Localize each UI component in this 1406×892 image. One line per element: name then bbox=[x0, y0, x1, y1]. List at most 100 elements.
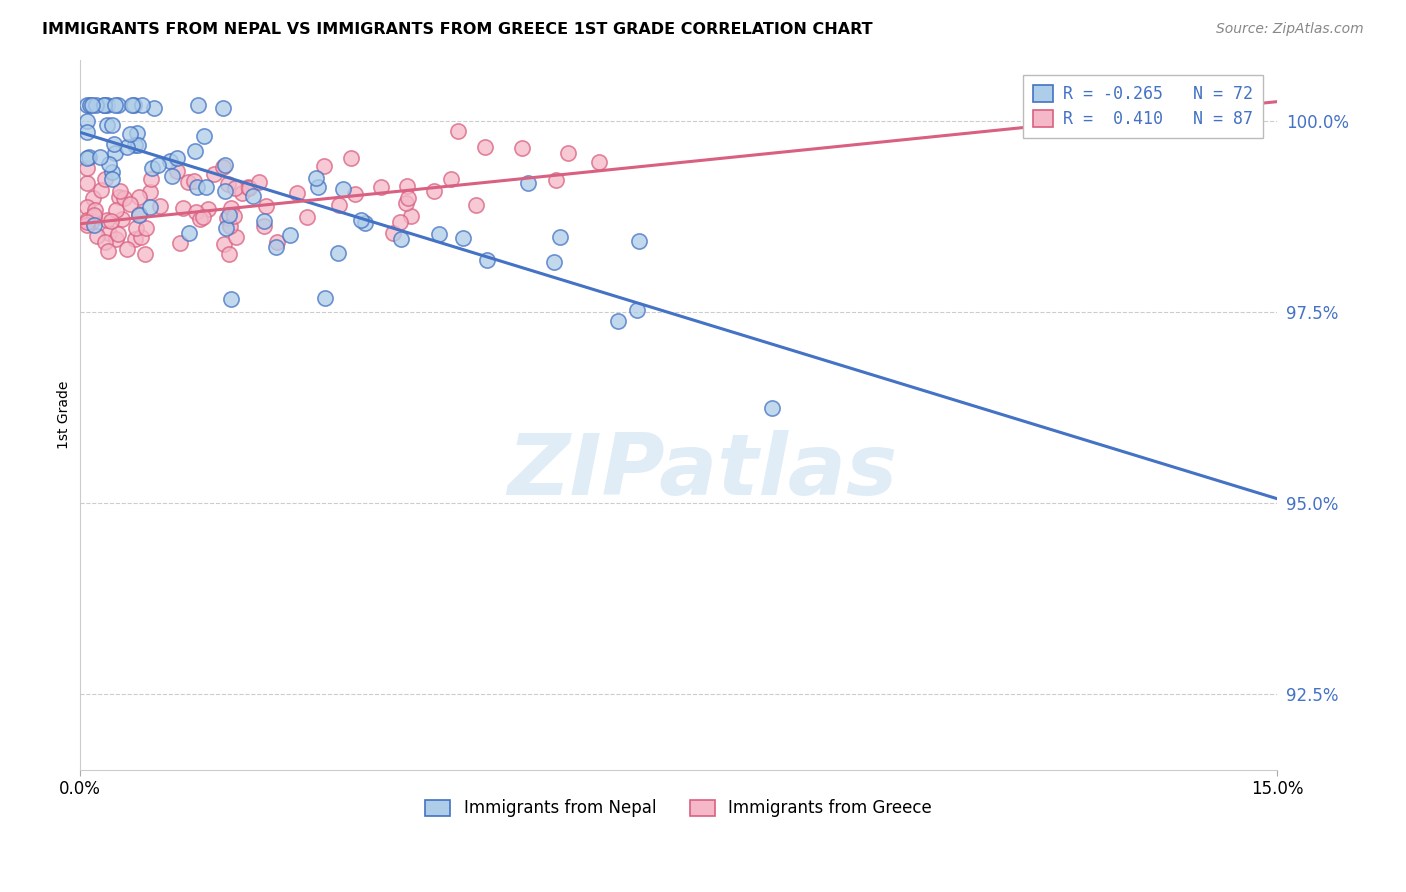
Point bbox=[98, 157, 121, 171]
Point bbox=[217, 211, 239, 226]
Point bbox=[93, 172, 115, 186]
Point bbox=[143, 101, 166, 115]
Point bbox=[107, 98, 129, 112]
Point bbox=[100, 119, 122, 133]
Point bbox=[127, 126, 149, 140]
Point bbox=[422, 184, 444, 198]
Point bbox=[146, 158, 169, 172]
Point bbox=[307, 179, 329, 194]
Point bbox=[124, 232, 146, 246]
Text: ZIPatlas: ZIPatlas bbox=[508, 430, 897, 513]
Point bbox=[76, 215, 98, 229]
Point bbox=[104, 146, 127, 161]
Point bbox=[218, 247, 240, 261]
Point bbox=[177, 226, 200, 240]
Point bbox=[100, 214, 122, 228]
Point bbox=[440, 172, 463, 186]
Point bbox=[166, 151, 188, 165]
Point bbox=[76, 219, 98, 233]
Point bbox=[184, 144, 207, 158]
Point bbox=[105, 231, 128, 245]
Point bbox=[76, 98, 98, 112]
Point bbox=[169, 235, 191, 250]
Point bbox=[108, 190, 131, 204]
Point bbox=[101, 164, 124, 178]
Point bbox=[76, 125, 98, 139]
Point bbox=[222, 209, 245, 223]
Point bbox=[193, 128, 215, 143]
Point bbox=[76, 114, 98, 128]
Point bbox=[135, 220, 157, 235]
Point bbox=[194, 179, 217, 194]
Point bbox=[550, 229, 572, 244]
Point bbox=[254, 199, 277, 213]
Point bbox=[212, 101, 235, 115]
Point bbox=[76, 161, 98, 176]
Point bbox=[516, 176, 538, 190]
Point bbox=[112, 191, 135, 205]
Point bbox=[83, 218, 105, 232]
Point bbox=[231, 186, 253, 200]
Point bbox=[125, 221, 148, 235]
Point bbox=[475, 253, 498, 268]
Point bbox=[214, 158, 236, 172]
Point bbox=[90, 183, 112, 197]
Point bbox=[89, 149, 111, 163]
Point bbox=[212, 236, 235, 251]
Point bbox=[370, 180, 392, 194]
Point bbox=[118, 197, 141, 211]
Point bbox=[124, 138, 146, 153]
Point bbox=[96, 98, 118, 112]
Point bbox=[172, 201, 194, 215]
Point bbox=[278, 227, 301, 242]
Point bbox=[354, 216, 377, 230]
Point bbox=[350, 213, 373, 227]
Point bbox=[159, 154, 181, 169]
Point bbox=[188, 211, 211, 226]
Point bbox=[465, 198, 488, 212]
Point bbox=[264, 240, 287, 254]
Point bbox=[103, 136, 125, 151]
Point bbox=[395, 179, 418, 194]
Point bbox=[187, 98, 209, 112]
Point bbox=[76, 176, 98, 190]
Point bbox=[128, 207, 150, 221]
Point bbox=[105, 202, 128, 217]
Point bbox=[127, 138, 149, 153]
Point bbox=[149, 199, 172, 213]
Point bbox=[120, 127, 142, 141]
Point bbox=[183, 174, 205, 188]
Text: IMMIGRANTS FROM NEPAL VS IMMIGRANTS FROM GREECE 1ST GRADE CORRELATION CHART: IMMIGRANTS FROM NEPAL VS IMMIGRANTS FROM… bbox=[42, 22, 873, 37]
Point bbox=[219, 292, 242, 306]
Point bbox=[139, 200, 162, 214]
Point bbox=[96, 212, 118, 227]
Point bbox=[104, 98, 127, 112]
Point bbox=[225, 230, 247, 244]
Point bbox=[177, 175, 200, 189]
Point bbox=[82, 213, 104, 227]
Point bbox=[101, 172, 124, 186]
Point bbox=[80, 98, 103, 112]
Point bbox=[77, 150, 100, 164]
Point bbox=[253, 219, 276, 234]
Point bbox=[108, 184, 131, 198]
Point bbox=[253, 213, 276, 227]
Point bbox=[76, 200, 98, 214]
Point bbox=[79, 98, 101, 112]
Point bbox=[184, 204, 207, 219]
Point bbox=[238, 179, 260, 194]
Point bbox=[399, 210, 422, 224]
Point bbox=[107, 227, 129, 242]
Point bbox=[474, 140, 496, 154]
Point bbox=[557, 146, 579, 161]
Point bbox=[388, 214, 411, 228]
Point bbox=[96, 244, 118, 258]
Point bbox=[628, 235, 651, 249]
Point bbox=[131, 98, 153, 112]
Point bbox=[202, 168, 225, 182]
Point bbox=[83, 208, 105, 222]
Point bbox=[83, 210, 105, 224]
Point bbox=[83, 202, 105, 217]
Point bbox=[84, 98, 107, 112]
Point bbox=[242, 189, 264, 203]
